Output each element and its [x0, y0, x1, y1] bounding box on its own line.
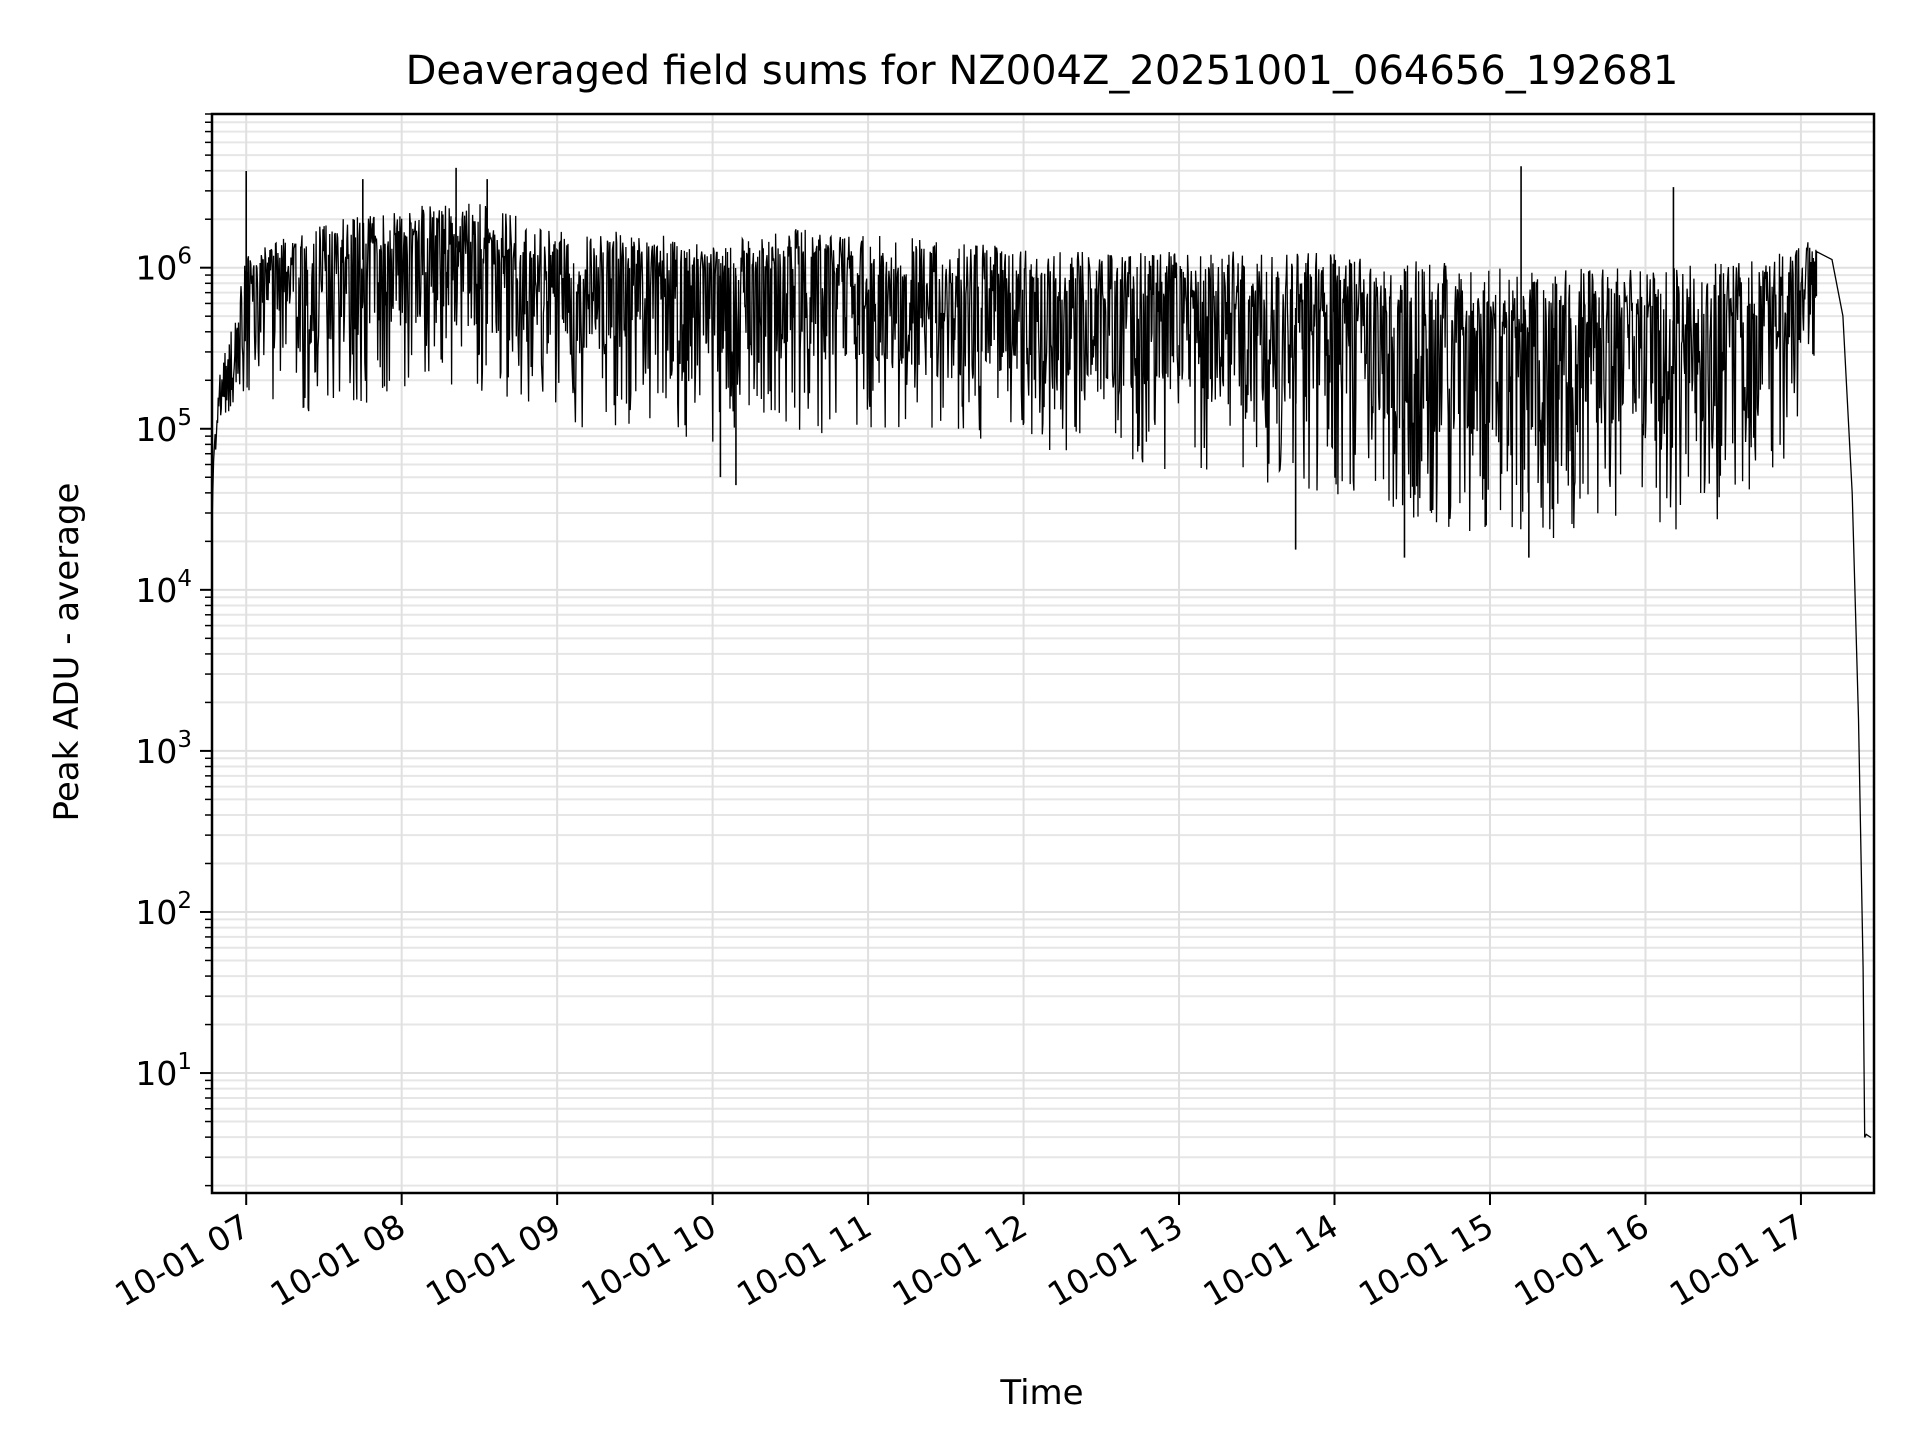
y-tick-label: 102 [135, 888, 192, 932]
y-tick-label: 106 [135, 244, 192, 288]
data-series [211, 166, 1872, 1139]
y-tick-label: 105 [135, 405, 192, 449]
y-axis: 101 102 103 104 105 106 [135, 113, 212, 1187]
grid [212, 113, 1874, 1193]
series-line [211, 203, 1872, 1139]
y-axis-label: Peak ADU - average [47, 483, 87, 822]
y-tick-label: 103 [135, 727, 192, 771]
y-tick-label: 101 [135, 1049, 192, 1093]
y-tick-label: 104 [135, 566, 192, 610]
chart-title: Deaveraged field sums for NZ004Z_2025100… [406, 48, 1679, 94]
x-axis-label: Time [999, 1373, 1083, 1413]
